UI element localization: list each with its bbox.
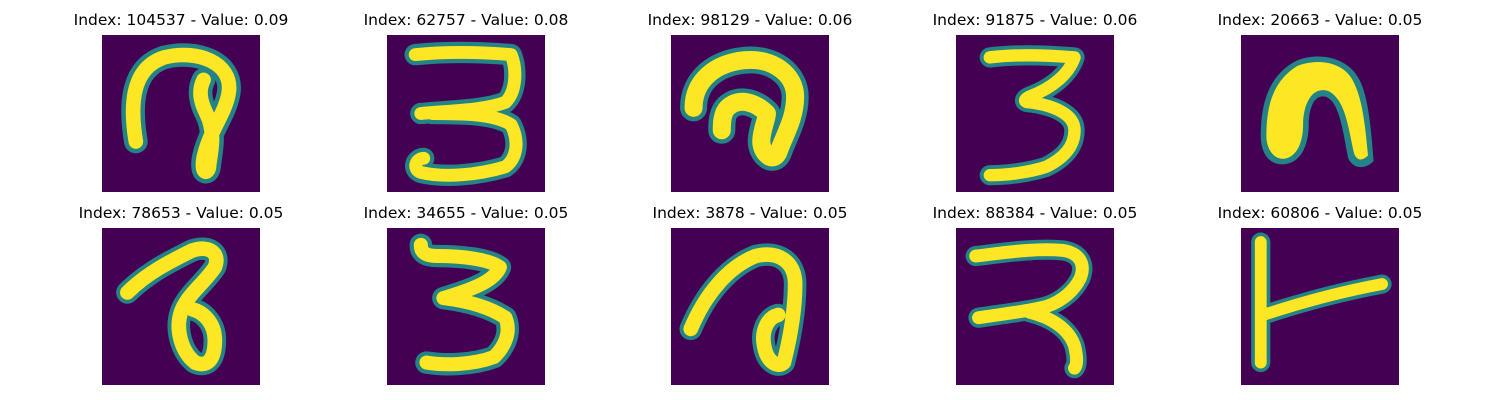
panel-104537: Index: 104537 - Value: 0.09 [74, 10, 288, 200]
digit-image [1241, 228, 1399, 385]
digit-image [671, 228, 829, 385]
digit-image [1241, 35, 1399, 192]
panel-88384: Index: 88384 - Value: 0.05 [933, 203, 1137, 393]
panel-60806: Index: 60806 - Value: 0.05 [1218, 203, 1422, 393]
panel-title: Index: 88384 - Value: 0.05 [932, 204, 1138, 222]
panel-title: Index: 98129 - Value: 0.06 [647, 11, 853, 29]
panel-title: Index: 62757 - Value: 0.08 [363, 11, 569, 29]
digit-image [387, 228, 545, 385]
panel-3878: Index: 3878 - Value: 0.05 [653, 203, 847, 393]
panel-91875: Index: 91875 - Value: 0.06 [933, 10, 1137, 200]
digit-glyph [121, 43, 241, 184]
digit-image [102, 228, 260, 385]
panel-62757: Index: 62757 - Value: 0.08 [364, 10, 568, 200]
digit-image [956, 228, 1114, 385]
digit-glyph [409, 233, 519, 376]
digit-glyph [116, 237, 228, 376]
digit-glyph [1260, 56, 1374, 168]
digit-glyph [680, 46, 809, 171]
digit-glyph [1251, 232, 1392, 373]
panel-34655: Index: 34655 - Value: 0.05 [364, 203, 568, 393]
digit-image [671, 35, 829, 192]
panel-98129: Index: 98129 - Value: 0.06 [648, 10, 852, 200]
panel-title: Index: 91875 - Value: 0.06 [932, 11, 1138, 29]
panel-title: Index: 20663 - Value: 0.05 [1217, 11, 1423, 29]
digit-image [387, 35, 545, 192]
digit-image [102, 35, 260, 192]
panel-title: Index: 34655 - Value: 0.05 [363, 204, 569, 222]
panel-title: Index: 60806 - Value: 0.05 [1217, 204, 1423, 222]
digit-glyph [965, 239, 1093, 379]
digit-image [956, 35, 1114, 192]
panel-20663: Index: 20663 - Value: 0.05 [1218, 10, 1422, 200]
panel-title: Index: 104537 - Value: 0.09 [73, 11, 289, 29]
digit-glyph [404, 41, 527, 186]
digit-glyph [979, 45, 1085, 186]
panel-title: Index: 78653 - Value: 0.05 [78, 204, 284, 222]
panel-title: Index: 3878 - Value: 0.05 [652, 204, 848, 222]
panel-78653: Index: 78653 - Value: 0.05 [79, 203, 283, 393]
digit-glyph [679, 243, 807, 376]
